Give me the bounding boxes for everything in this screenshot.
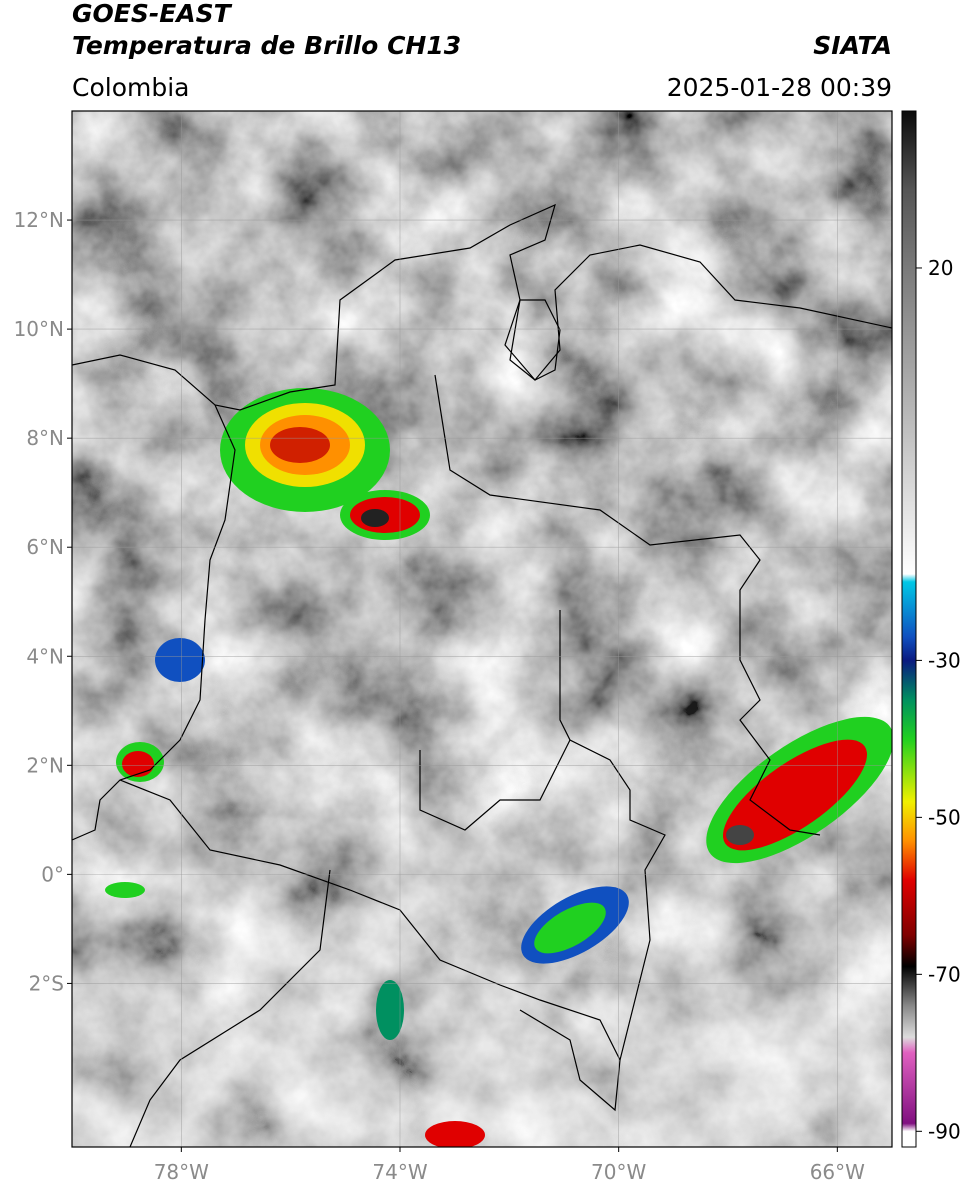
colorbar-tick-label: 20	[928, 256, 953, 280]
colorbar-tick-label: -70	[928, 962, 961, 986]
y-tick-label: 2°S	[29, 971, 64, 995]
x-tick-label: 74°W	[372, 1160, 427, 1184]
graticule	[72, 111, 892, 1147]
y-tick-label: 12°N	[14, 208, 64, 232]
y-tick-label: 2°N	[26, 753, 64, 777]
y-tick-label: 0°	[41, 862, 64, 886]
satellite-image	[72, 111, 892, 1147]
x-tick-label: 78°W	[154, 1160, 209, 1184]
datetime: 2025-01-28 00:39	[667, 73, 892, 102]
x-tick-label: 66°W	[810, 1160, 865, 1184]
subtitle: Temperatura de Brillo CH13	[72, 31, 461, 60]
colorbar	[901, 110, 917, 1148]
borders	[72, 203, 892, 1147]
convective-cells	[105, 388, 892, 1147]
x-tick-label: 70°W	[591, 1160, 646, 1184]
title: GOES-EAST	[72, 0, 233, 28]
y-tick-label: 4°N	[26, 644, 64, 668]
source: SIATA	[813, 31, 892, 60]
y-tick-label: 6°N	[26, 535, 64, 559]
colorbar-tick-label: -30	[928, 648, 961, 672]
region: Colombia	[72, 73, 189, 102]
colorbar-tick-label: -90	[928, 1119, 961, 1143]
map-frame	[71, 110, 893, 1148]
y-tick-label: 8°N	[26, 426, 64, 450]
cloud-haze	[72, 111, 892, 1147]
colorbar-tick-label: -50	[928, 805, 961, 829]
y-tick-label: 10°N	[14, 317, 64, 341]
